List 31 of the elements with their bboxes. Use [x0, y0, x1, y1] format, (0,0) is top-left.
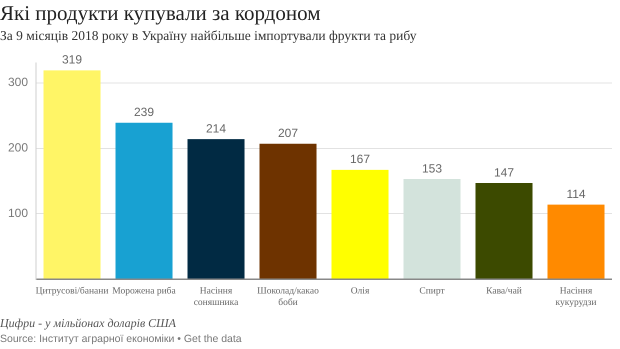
bar [116, 122, 173, 278]
x-tick-label: Олія [350, 286, 370, 296]
x-tick-label: Цитрусові/банани [36, 286, 108, 296]
x-tick-label: Насіння кукурудзи [555, 286, 597, 308]
data-label: 153 [422, 161, 442, 176]
x-tick-label: Кава/чай [486, 286, 522, 296]
data-label: 167 [350, 152, 370, 166]
text: Цифри - у мільйонах доларів США [0, 316, 176, 331]
data-label: 239 [134, 105, 154, 120]
source-note: Source: Інститут аграрної економіки • Get the data [0, 333, 242, 345]
x-tick-label: Насіння соняшника [194, 286, 240, 308]
y-tick-label: 100 [8, 206, 28, 220]
y-tick-label: 200 [8, 140, 28, 155]
data-label: 114 [566, 186, 586, 201]
bar [188, 139, 245, 278]
bar [547, 204, 605, 278]
bar [260, 144, 317, 278]
x-tick-label: Шоколад/какао боби [257, 286, 320, 308]
data-label: 319 [62, 52, 82, 67]
bar [403, 179, 461, 278]
chart-subtitle: За 9 місяців 2018 року в Україну найбільше імпортували фрукти та рибу [0, 28, 416, 44]
y-tick-label: 300 [8, 75, 28, 90]
data-label: 207 [278, 126, 298, 140]
x-tick-label: Спирт [419, 286, 446, 296]
x-tick-label: Морожена риба [112, 286, 177, 296]
bar [44, 70, 101, 278]
chart-title: Які продукти купували за кордоном [0, 1, 320, 26]
data-label: 147 [494, 165, 514, 180]
bar [332, 170, 389, 278]
data-label: 214 [206, 121, 226, 136]
bar [475, 182, 533, 278]
